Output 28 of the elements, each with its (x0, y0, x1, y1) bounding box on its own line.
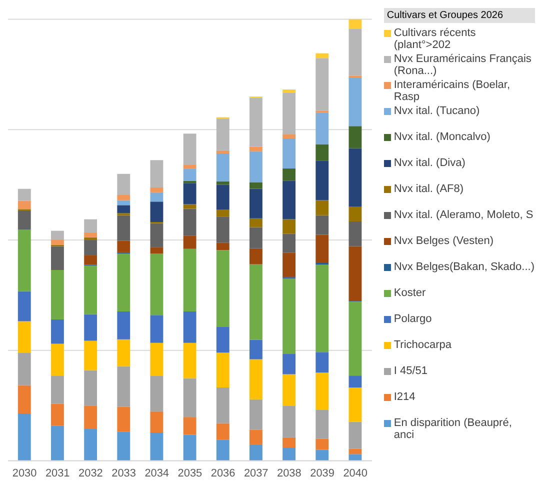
legend-label: Nvx ital. (AF8) (394, 183, 464, 195)
x-tick-label: 2037 (244, 467, 268, 480)
legend-label: Trichocarpa (394, 339, 452, 351)
x-tick-label: 2033 (112, 467, 136, 480)
legend-label: Polargo (394, 313, 432, 325)
legend-title: Cultivars et Groupes 2026 (384, 8, 535, 23)
legend-label: Nvx ital. (Diva) (394, 157, 466, 169)
legend-label: Nvx ital. (Tucano) (394, 105, 480, 117)
x-tick-label: 2035 (178, 467, 202, 480)
x-tick-label: 2040 (343, 467, 368, 480)
legend-label: Nvx ital. (Moncalvo) (394, 131, 490, 143)
x-tick-label: 2032 (78, 467, 103, 480)
x-tick-label: 2039 (310, 467, 334, 480)
legend-label: En disparition (Beaupré, anci (394, 417, 513, 441)
legend-label: Interaméricains (Boelar, Rasp (394, 79, 512, 103)
legend-label: Nvx Belges(Bakan, Skado...) (394, 261, 534, 273)
legend-label: Cultivars récents (plant°>202 (394, 27, 477, 51)
legend-label: Koster (394, 287, 426, 299)
legend-label: I214 (394, 391, 416, 403)
x-tick-label: 2030 (12, 467, 37, 480)
x-tick-label: 2034 (144, 467, 170, 480)
legend-label: Nvx Belges (Vesten) (394, 235, 494, 247)
x-tick-label: 2036 (210, 467, 236, 480)
x-tick-label: 2038 (277, 467, 302, 480)
x-tick-label: 2031 (45, 467, 70, 480)
legend-label: I 45/51 (394, 365, 428, 377)
legend-label: Nvx Euraméricains Français (Rona...) (394, 53, 532, 77)
legend-label: Nvx ital. (Aleramo, Moleto, S (394, 209, 534, 221)
